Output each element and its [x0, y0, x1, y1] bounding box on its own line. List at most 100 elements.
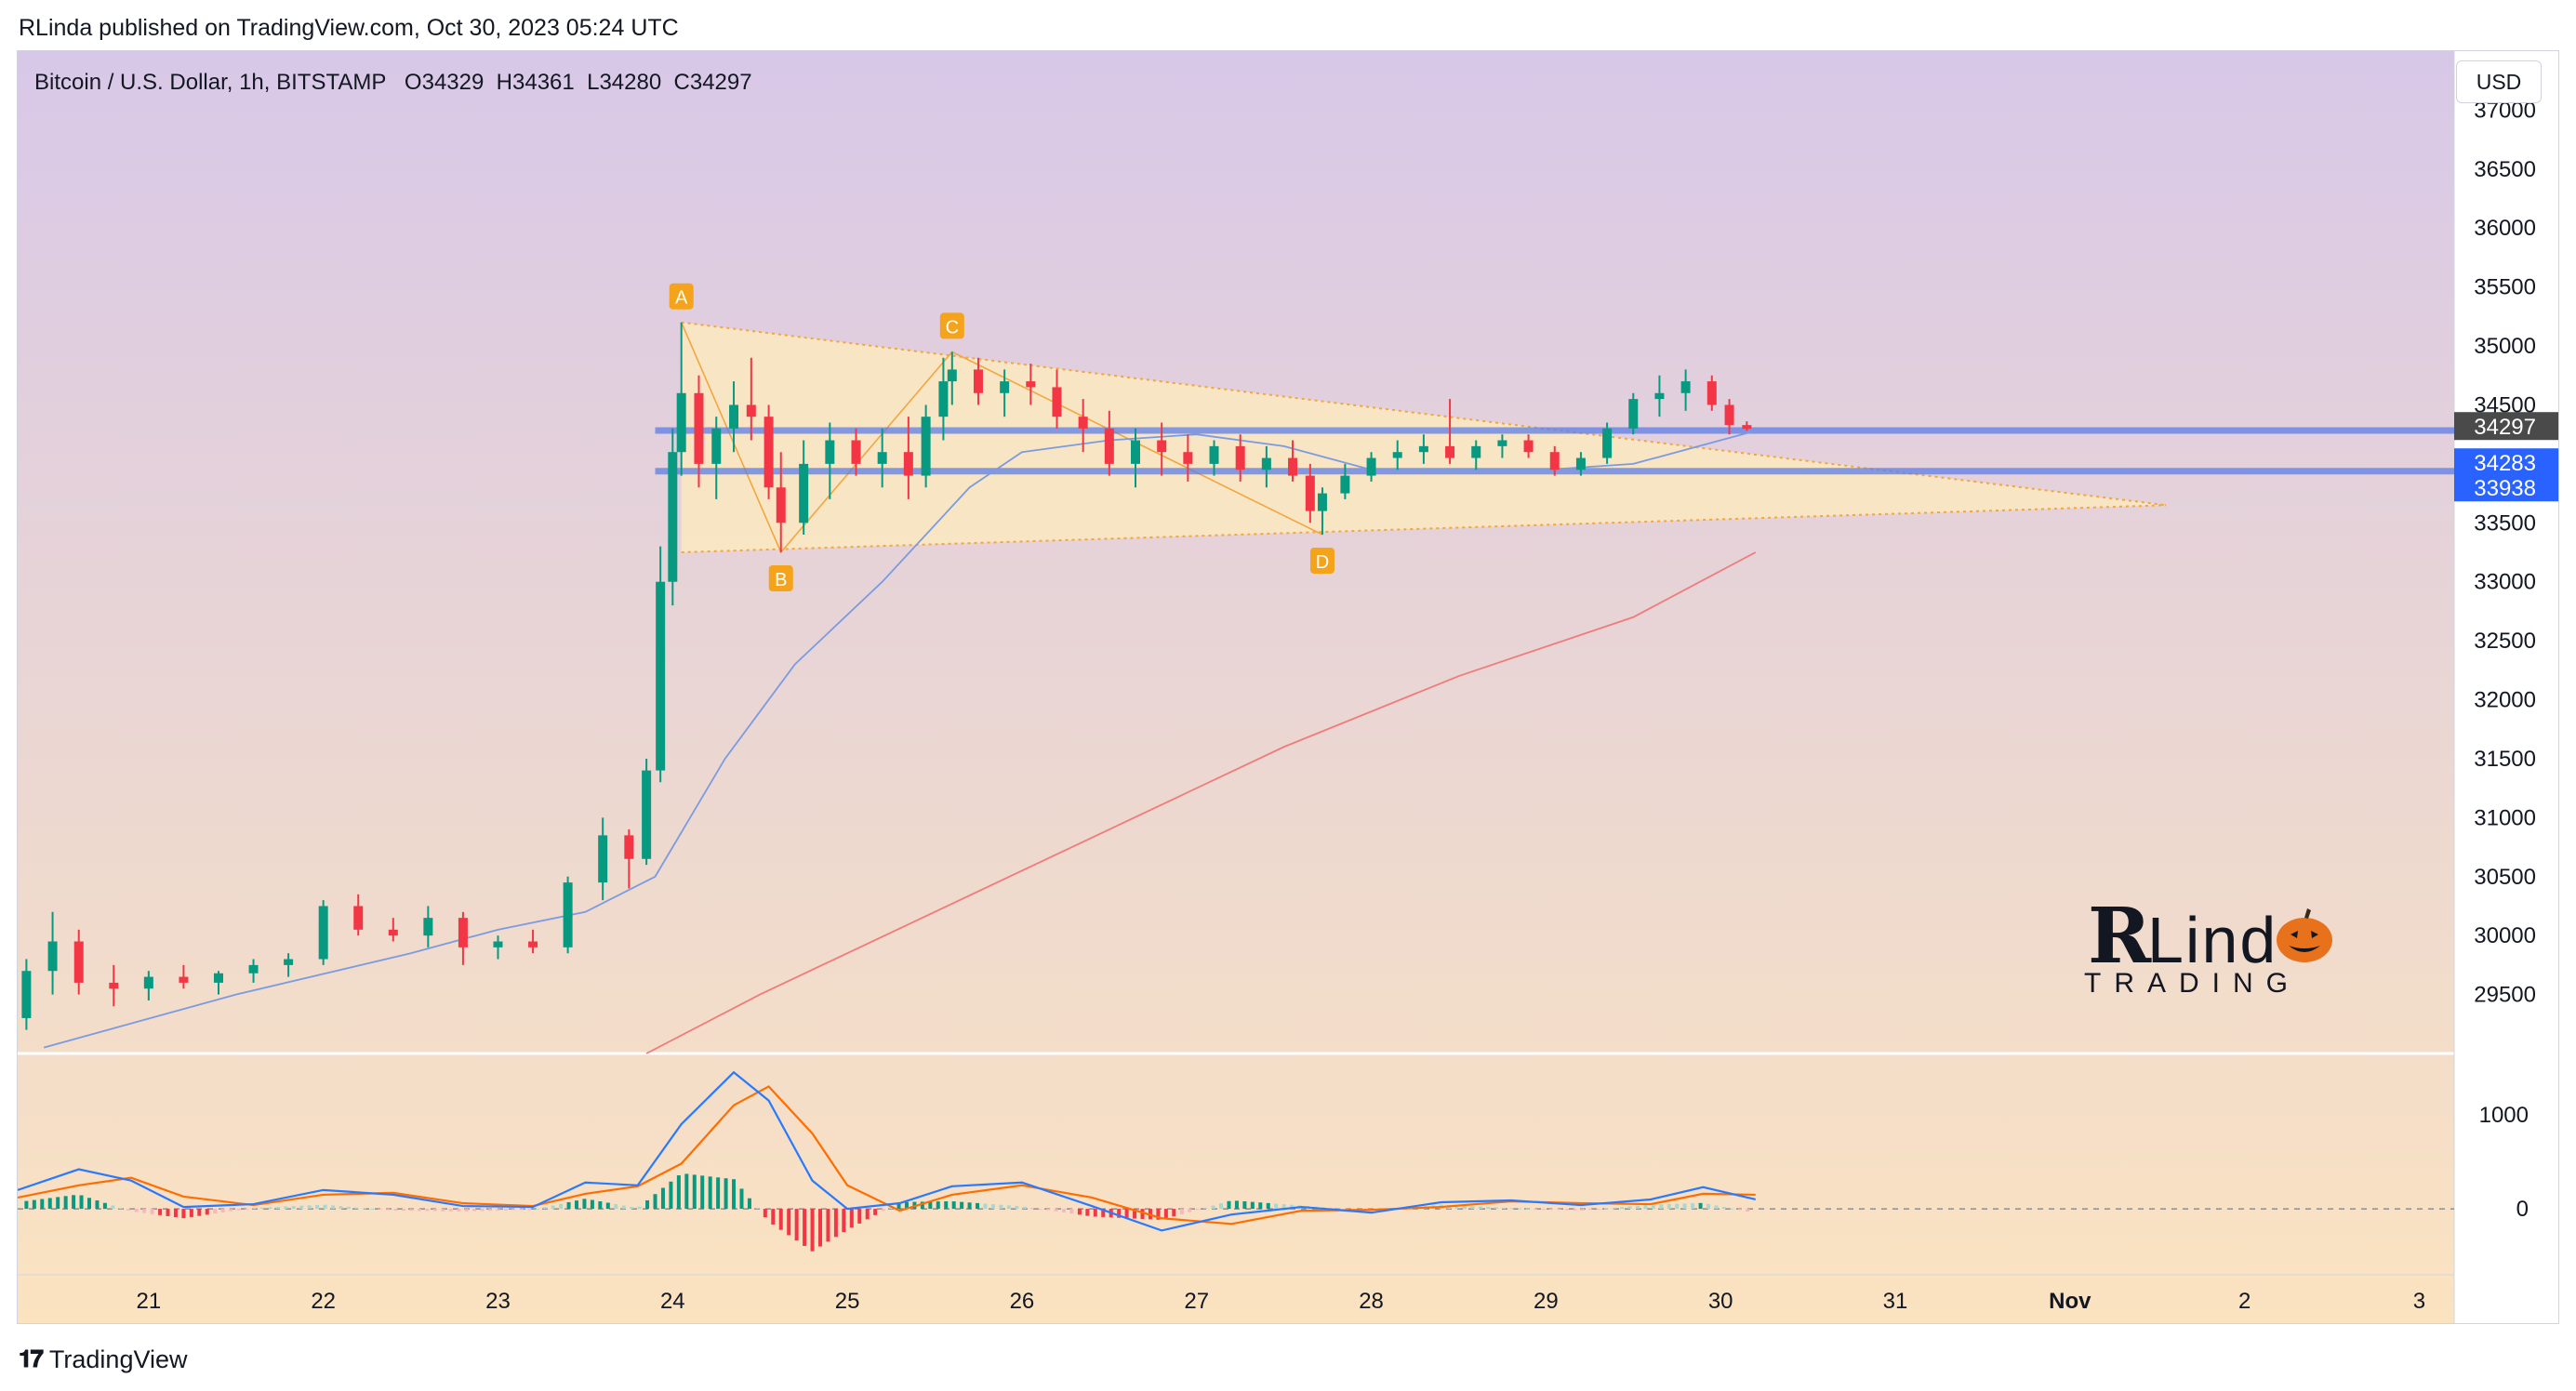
candle[interactable]: [73, 941, 84, 983]
ohlc-high: H34361: [496, 70, 575, 95]
candle[interactable]: [973, 369, 983, 393]
time-axis-tick: 28: [1359, 1289, 1384, 1314]
candle[interactable]: [776, 487, 786, 523]
candle[interactable]: [353, 906, 364, 930]
candle[interactable]: [694, 392, 704, 464]
macd-histogram-bar: [551, 1205, 555, 1210]
candle[interactable]: [21, 971, 32, 1018]
candle[interactable]: [1183, 452, 1193, 464]
candle[interactable]: [1000, 381, 1010, 393]
macd-histogram-bar: [669, 1181, 673, 1210]
candle[interactable]: [1235, 445, 1245, 470]
candle[interactable]: [1026, 381, 1036, 388]
candle[interactable]: [903, 452, 913, 476]
candle[interactable]: [179, 976, 189, 983]
candle[interactable]: [423, 918, 433, 936]
currency-button[interactable]: USD: [2456, 60, 2542, 103]
candle[interactable]: [656, 581, 666, 771]
macd-histogram-bar: [63, 1196, 68, 1210]
macd-histogram-bar: [1101, 1209, 1106, 1217]
candle[interactable]: [493, 941, 503, 947]
candle[interactable]: [284, 959, 294, 965]
price-label-last[interactable]: [2454, 412, 2559, 441]
candle[interactable]: [1305, 475, 1315, 511]
candle[interactable]: [1654, 392, 1665, 400]
pattern-point-marker[interactable]: [939, 312, 964, 339]
candle[interactable]: [1706, 381, 1717, 405]
candle[interactable]: [1628, 399, 1639, 429]
pattern-point-marker[interactable]: [768, 565, 793, 591]
candle[interactable]: [1340, 475, 1350, 494]
macd-histogram-bar: [441, 1209, 445, 1212]
candle[interactable]: [1261, 457, 1271, 470]
candle[interactable]: [1131, 440, 1141, 464]
candle[interactable]: [1724, 404, 1734, 426]
footer-brand[interactable]: TradingView: [48, 1345, 188, 1373]
candle[interactable]: [1549, 452, 1560, 470]
candle[interactable]: [729, 404, 739, 429]
candle[interactable]: [109, 982, 119, 989]
candle[interactable]: [746, 404, 756, 417]
price-label-band[interactable]: [2454, 473, 2559, 502]
triangle-lower-trendline[interactable]: [681, 504, 2167, 553]
candle[interactable]: [213, 973, 223, 983]
candle[interactable]: [764, 417, 774, 488]
macd-histogram-bar: [614, 1204, 618, 1210]
candle[interactable]: [877, 452, 887, 464]
candle[interactable]: [318, 906, 328, 960]
candle[interactable]: [528, 941, 538, 947]
candle[interactable]: [1497, 440, 1507, 446]
candle[interactable]: [642, 770, 652, 859]
ohlc-open: O34329: [404, 70, 485, 95]
candle[interactable]: [938, 381, 949, 417]
pattern-point-marker[interactable]: [669, 283, 694, 310]
candle[interactable]: [851, 440, 861, 464]
candle[interactable]: [1317, 493, 1327, 511]
footer[interactable]: 𝟏𝟕 TradingView: [19, 1345, 188, 1374]
candle[interactable]: [1052, 387, 1062, 417]
pattern-point-marker[interactable]: [1309, 547, 1334, 574]
candle[interactable]: [711, 428, 722, 464]
candle[interactable]: [248, 964, 259, 974]
symbol-legend[interactable]: Bitcoin / U.S. Dollar, 1h, BITSTAMP O343…: [34, 70, 752, 96]
candle[interactable]: [47, 941, 58, 972]
candle[interactable]: [1523, 440, 1534, 453]
candle[interactable]: [921, 417, 931, 476]
candle[interactable]: [1104, 428, 1114, 464]
candle[interactable]: [624, 835, 634, 859]
candle[interactable]: [668, 452, 678, 582]
time-axis-tick: 31: [1883, 1289, 1908, 1314]
candle[interactable]: [1742, 425, 1752, 430]
candle[interactable]: [388, 929, 398, 936]
candle[interactable]: [1471, 445, 1481, 458]
candle[interactable]: [1157, 440, 1167, 453]
candle[interactable]: [1392, 452, 1402, 458]
candle[interactable]: [143, 976, 153, 989]
candle[interactable]: [1445, 445, 1455, 458]
candle[interactable]: [458, 918, 468, 947]
macd-histogram-bar: [1172, 1209, 1176, 1217]
price-label-band[interactable]: [2454, 448, 2559, 477]
candle[interactable]: [676, 392, 686, 453]
candle[interactable]: [1602, 428, 1613, 458]
candle[interactable]: [1575, 457, 1586, 470]
candle[interactable]: [947, 369, 957, 382]
candle[interactable]: [1366, 457, 1376, 476]
candle[interactable]: [1288, 457, 1298, 476]
candle[interactable]: [825, 440, 835, 464]
candle[interactable]: [1418, 445, 1428, 453]
candle[interactable]: [1078, 417, 1088, 429]
candle[interactable]: [598, 835, 608, 883]
triangle-upper-trendline[interactable]: [681, 321, 2167, 507]
candle[interactable]: [799, 463, 809, 523]
candle[interactable]: [1209, 445, 1219, 464]
candle[interactable]: [563, 882, 573, 947]
macd-histogram-bar: [1651, 1204, 1655, 1210]
rlinda-trading-watermark: R Lind TRADING: [2080, 888, 2350, 1009]
macd-histogram-bar: [794, 1209, 799, 1241]
macd-histogram-bar: [732, 1179, 737, 1210]
candle[interactable]: [1680, 381, 1691, 393]
symbol-name[interactable]: Bitcoin / U.S. Dollar, 1h, BITSTAMP: [34, 70, 386, 95]
